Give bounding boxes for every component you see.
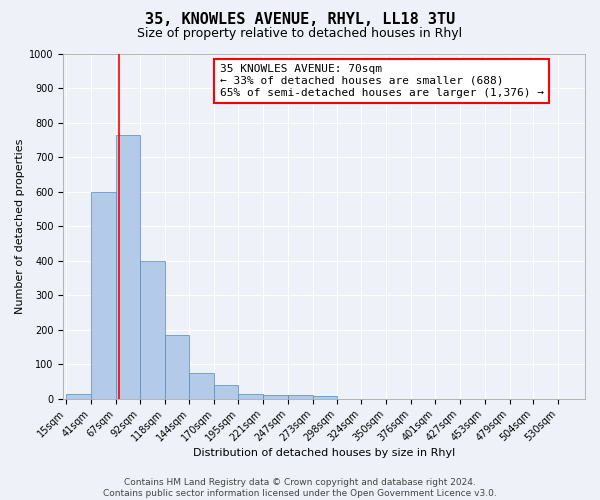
Bar — [140, 261, 164, 398]
Text: Size of property relative to detached houses in Rhyl: Size of property relative to detached ho… — [137, 28, 463, 40]
X-axis label: Distribution of detached houses by size in Rhyl: Distribution of detached houses by size … — [193, 448, 455, 458]
Bar — [214, 385, 238, 398]
Y-axis label: Number of detached properties: Number of detached properties — [15, 138, 25, 314]
Bar — [91, 192, 116, 398]
Bar — [238, 394, 263, 398]
Bar — [288, 396, 313, 398]
Bar — [313, 396, 337, 398]
Text: 35 KNOWLES AVENUE: 70sqm
← 33% of detached houses are smaller (688)
65% of semi-: 35 KNOWLES AVENUE: 70sqm ← 33% of detach… — [220, 64, 544, 98]
Text: Contains HM Land Registry data © Crown copyright and database right 2024.
Contai: Contains HM Land Registry data © Crown c… — [103, 478, 497, 498]
Bar — [116, 135, 140, 398]
Text: 35, KNOWLES AVENUE, RHYL, LL18 3TU: 35, KNOWLES AVENUE, RHYL, LL18 3TU — [145, 12, 455, 28]
Bar — [263, 396, 288, 398]
Bar — [164, 335, 190, 398]
Bar — [190, 373, 214, 398]
Bar — [66, 394, 91, 398]
